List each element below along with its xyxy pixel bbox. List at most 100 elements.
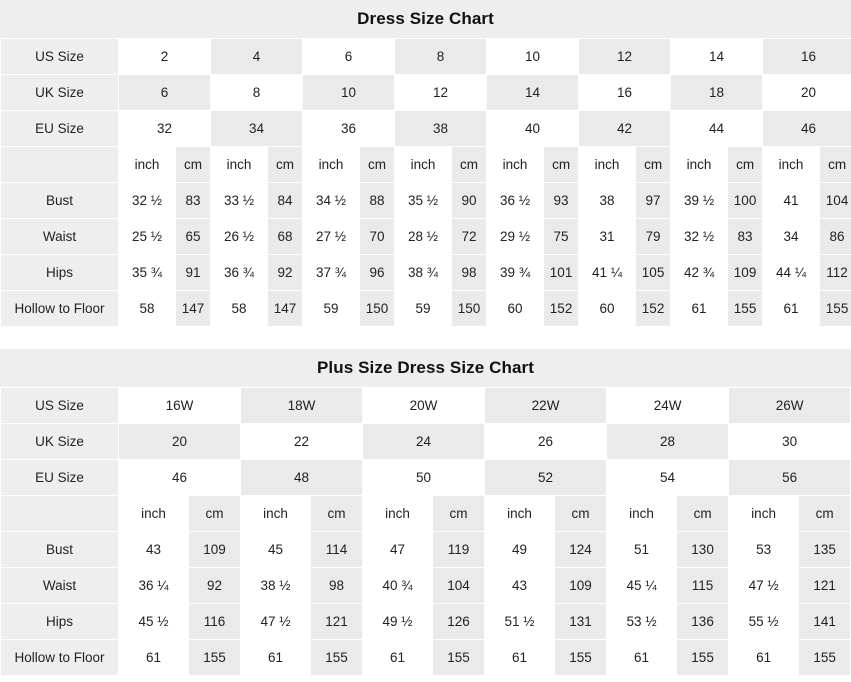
cell-hollow-to-floor-inch: 61 <box>240 639 312 676</box>
cell-hips-inch: 37 ¾ <box>302 254 361 291</box>
table-row-units: inch cm inch cm inch cm inch cm inch cm inch cm inch… <box>0 146 851 183</box>
table-row-bust: Bust 43 109 45 114 47 119 49 124 51 130 53 135 <box>0 531 851 568</box>
row-label-waist: Waist <box>0 567 119 604</box>
table-row-hollow-to-floor: Hollow to Floor 61 155 61 155 61 155 61 155 61 155… <box>0 639 851 676</box>
cell-hollow-to-floor-cm: 155 <box>819 290 851 327</box>
table-row-us-size: US Size 16W 18W 20W 22W 24W 26W <box>0 387 851 424</box>
cell-uk-size: 20 <box>117 423 242 460</box>
cell-eu-size: 50 <box>362 459 486 496</box>
cell-waist-inch: 28 ½ <box>394 218 453 255</box>
cell-hollow-to-floor-inch: 59 <box>394 290 453 327</box>
cell-hips-cm: 96 <box>359 254 396 291</box>
row-label-hollow-to-floor: Hollow to Floor <box>0 290 119 327</box>
cell-uk-size: 14 <box>486 74 580 111</box>
unit-header-cm: cm <box>554 495 608 532</box>
cell-hollow-to-floor-inch: 61 <box>484 639 556 676</box>
cell-hollow-to-floor-inch: 61 <box>606 639 678 676</box>
cell-eu-size: 40 <box>486 110 580 147</box>
cell-eu-size: 48 <box>240 459 364 496</box>
cell-hips-inch: 38 ¾ <box>394 254 453 291</box>
unit-header-cm: cm <box>543 146 580 183</box>
cell-waist-inch: 27 ½ <box>302 218 361 255</box>
cell-hips-cm: 98 <box>451 254 488 291</box>
cell-uk-size: 30 <box>728 423 851 460</box>
cell-bust-inch: 47 <box>362 531 434 568</box>
unit-header-cm: cm <box>174 146 212 183</box>
cell-us-size: 22W <box>484 387 608 424</box>
cell-uk-size: 28 <box>606 423 730 460</box>
cell-hollow-to-floor-cm: 155 <box>798 639 851 676</box>
unit-header-inch: inch <box>728 495 800 532</box>
cell-us-size: 12 <box>578 38 672 75</box>
cell-hollow-to-floor-cm: 150 <box>359 290 396 327</box>
cell-bust-cm: 135 <box>798 531 851 568</box>
cell-hollow-to-floor-inch: 60 <box>578 290 637 327</box>
cell-eu-size: 34 <box>210 110 304 147</box>
cell-bust-cm: 124 <box>554 531 608 568</box>
cell-us-size: 16 <box>762 38 851 75</box>
chart-separator <box>0 327 851 349</box>
table-row-bust: Bust 32 ½ 83 33 ½ 84 34 ½ 88 35 ½ 90 36 ½ 93 38 97 39… <box>0 182 851 219</box>
cell-uk-size: 20 <box>762 74 851 111</box>
cell-hips-inch: 44 ¼ <box>762 254 821 291</box>
unit-header-inch: inch <box>486 146 545 183</box>
row-label-us-size: US Size <box>0 38 119 75</box>
cell-waist-cm: 115 <box>676 567 730 604</box>
row-label-uk-size: UK Size <box>0 74 119 111</box>
cell-waist-cm: 121 <box>798 567 851 604</box>
cell-us-size: 10 <box>486 38 580 75</box>
cell-hollow-to-floor-cm: 155 <box>187 639 242 676</box>
standard-size-chart: Dress Size Chart US Size 2 4 6 8 10 12 14 16 UK S… <box>0 0 851 327</box>
cell-hips-cm: 91 <box>174 254 212 291</box>
plus-size-table: US Size 16W 18W 20W 22W 24W 26W UK Size 20 22 24 26… <box>0 387 851 676</box>
row-label-bust: Bust <box>0 182 119 219</box>
table-row-units: inch cm inch cm inch cm inch cm inch cm inch cm <box>0 495 851 532</box>
standard-chart-title: Dress Size Chart <box>0 0 851 38</box>
unit-header-inch: inch <box>484 495 556 532</box>
cell-hips-inch: 53 ½ <box>606 603 678 640</box>
cell-waist-cm: 109 <box>554 567 608 604</box>
cell-bust-inch: 49 <box>484 531 556 568</box>
cell-uk-size: 26 <box>484 423 608 460</box>
row-label-bust: Bust <box>0 531 119 568</box>
unit-header-cm: cm <box>635 146 672 183</box>
unit-header-inch: inch <box>118 495 189 532</box>
cell-us-size: 18W <box>240 387 364 424</box>
cell-hips-inch: 51 ½ <box>484 603 556 640</box>
row-label-uk-size: UK Size <box>0 423 119 460</box>
unit-header-inch: inch <box>578 146 637 183</box>
cell-waist-cm: 75 <box>543 218 580 255</box>
cell-waist-inch: 40 ¾ <box>362 567 434 604</box>
row-label-waist: Waist <box>0 218 119 255</box>
cell-bust-inch: 43 <box>118 531 189 568</box>
cell-hips-cm: 101 <box>543 254 580 291</box>
cell-hollow-to-floor-cm: 147 <box>174 290 212 327</box>
row-label-units <box>0 146 119 183</box>
unit-header-cm: cm <box>310 495 364 532</box>
cell-eu-size: 46 <box>117 459 242 496</box>
cell-hollow-to-floor-cm: 155 <box>554 639 608 676</box>
table-row-waist: Waist 36 ¼ 92 38 ½ 98 40 ¾ 104 43 109 45 ¼ 115 47 ½… <box>0 567 851 604</box>
row-label-hips: Hips <box>0 254 119 291</box>
cell-us-size: 4 <box>210 38 304 75</box>
cell-waist-inch: 29 ½ <box>486 218 545 255</box>
row-label-us-size: US Size <box>0 387 119 424</box>
unit-header-inch: inch <box>118 146 176 183</box>
cell-hips-inch: 41 ¼ <box>578 254 637 291</box>
cell-waist-inch: 43 <box>484 567 556 604</box>
cell-eu-size: 36 <box>302 110 396 147</box>
cell-bust-inch: 45 <box>240 531 312 568</box>
unit-header-cm: cm <box>819 146 851 183</box>
cell-uk-size: 24 <box>362 423 486 460</box>
cell-bust-inch: 32 ½ <box>118 182 176 219</box>
cell-waist-cm: 65 <box>174 218 212 255</box>
cell-bust-cm: 93 <box>543 182 580 219</box>
cell-us-size: 6 <box>302 38 396 75</box>
unit-header-inch: inch <box>606 495 678 532</box>
cell-hips-inch: 35 ¾ <box>118 254 176 291</box>
row-label-eu-size: EU Size <box>0 459 119 496</box>
standard-size-table: US Size 2 4 6 8 10 12 14 16 UK Size 6 8 10 12 14 16 18 20… <box>0 38 851 327</box>
row-label-hollow-to-floor: Hollow to Floor <box>0 639 119 676</box>
cell-waist-cm: 98 <box>310 567 364 604</box>
